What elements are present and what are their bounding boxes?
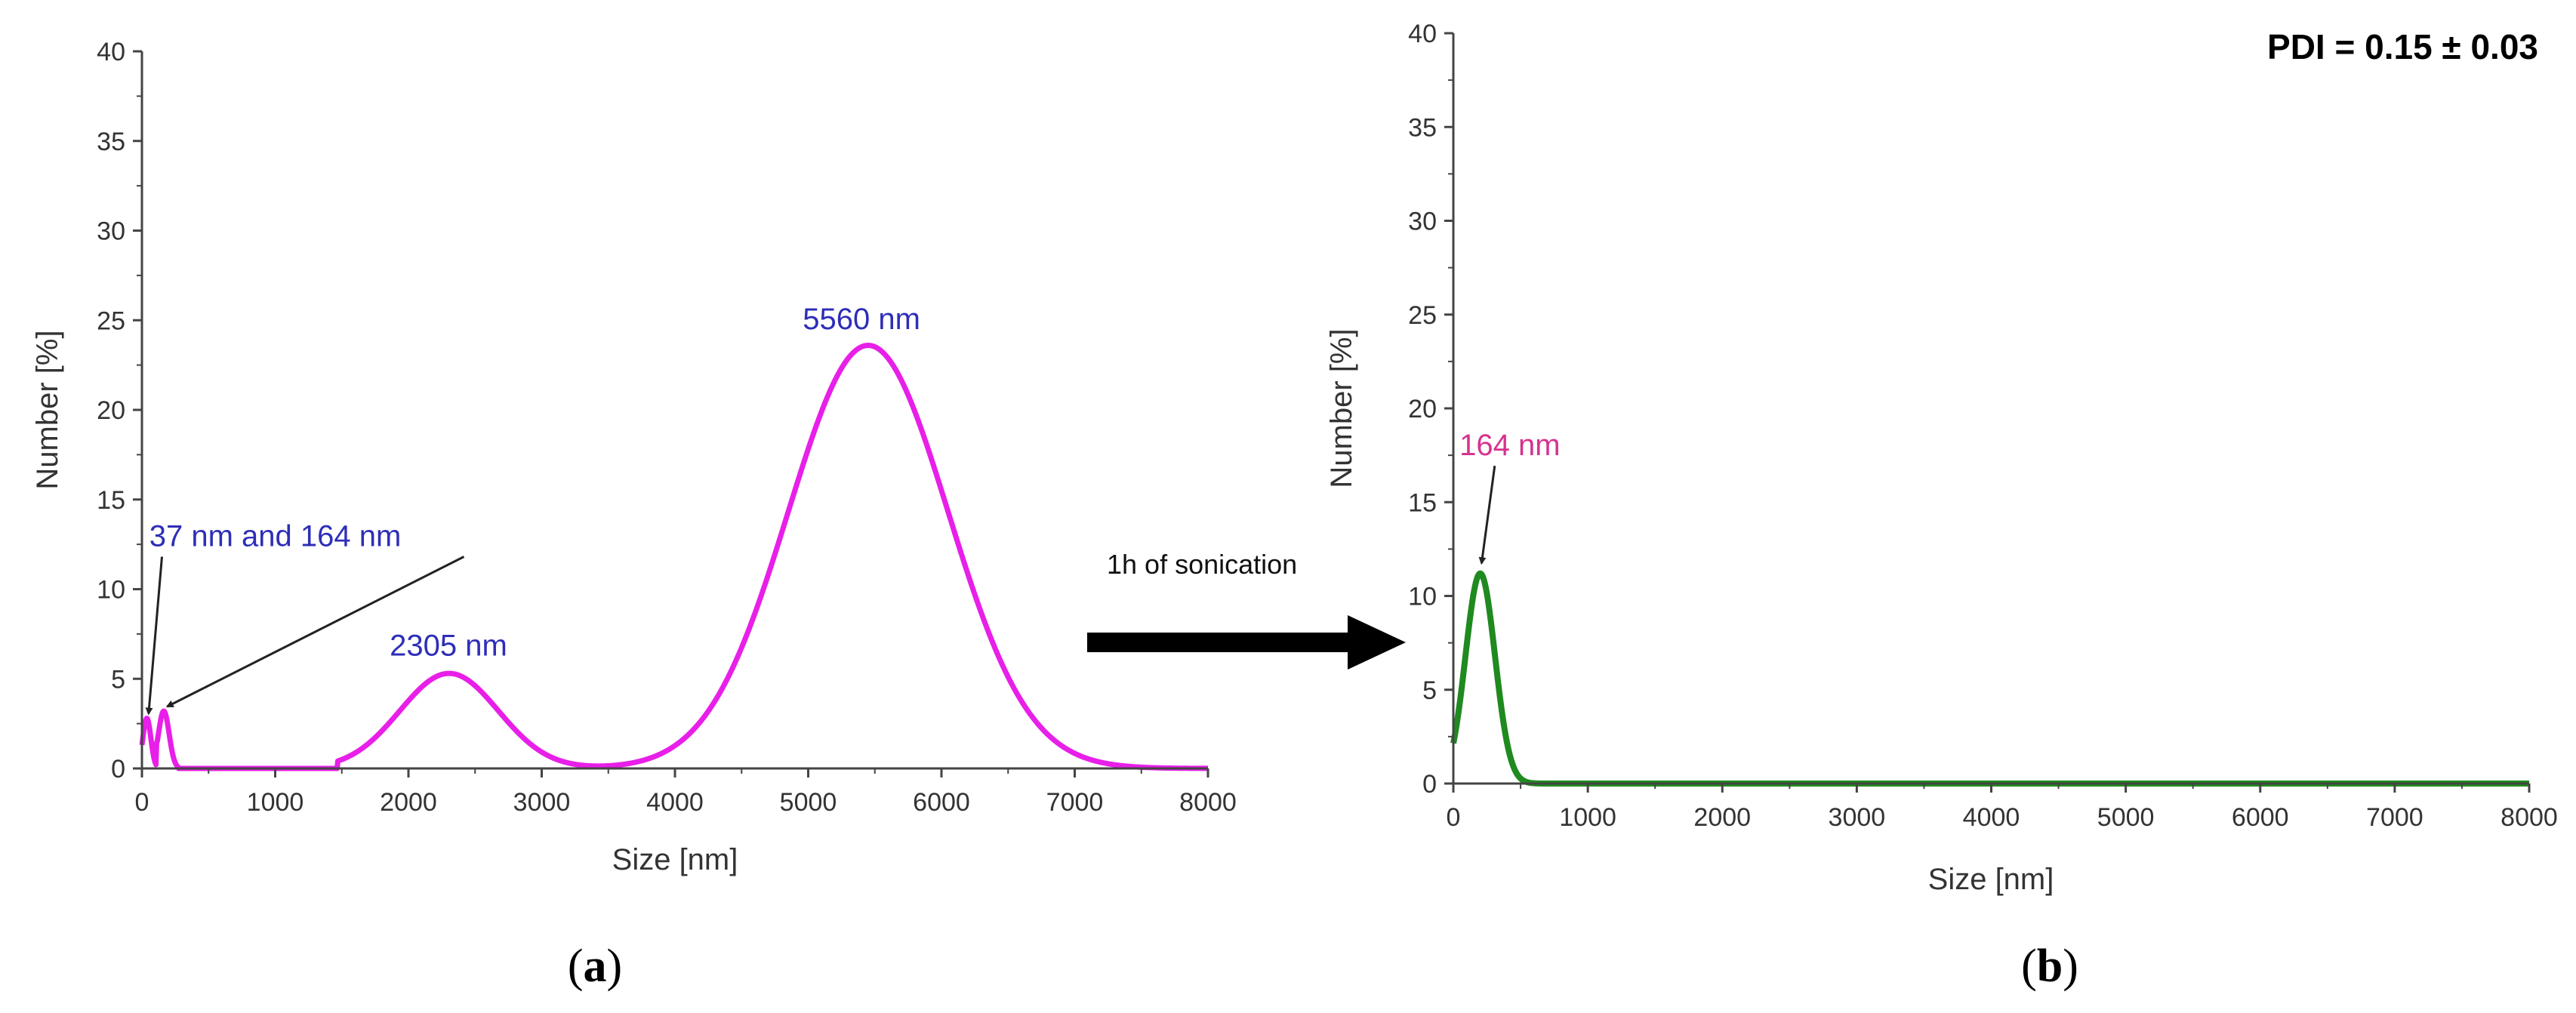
panel-b-xtick-label: 3000 bbox=[1829, 803, 1886, 832]
panel-a-distribution-line bbox=[139, 343, 1210, 771]
panel-a-xtick-label: 8000 bbox=[1179, 788, 1237, 817]
panel-b-xtick-label: 1000 bbox=[1559, 803, 1616, 832]
pdi-label: PDI = 0.15 ± 0.03 bbox=[2267, 27, 2538, 66]
panel-a-arrow-37 bbox=[145, 556, 163, 716]
panel-b-ytick-label: 10 bbox=[1408, 583, 1437, 611]
panel-a-ytick-label: 35 bbox=[97, 128, 125, 156]
panel-b-ytick-label: 20 bbox=[1408, 395, 1437, 423]
panel-b-xtick-label: 8000 bbox=[2501, 803, 2558, 832]
panel-a: 0 1000 2000 3000 4000 5000 6000 7000 8000 0 5 10 15 2… bbox=[31, 38, 1237, 992]
panel-b-xtick-label: 4000 bbox=[1963, 803, 2020, 832]
panel-a-xtick-label: 6000 bbox=[913, 788, 970, 817]
panel-a-ytick-label: 40 bbox=[97, 38, 125, 66]
panel-a-xtick-label: 2000 bbox=[380, 788, 437, 817]
panel-a-ytick-label: 15 bbox=[97, 486, 125, 515]
panel-b-xtick-label: 5000 bbox=[2097, 803, 2155, 832]
panel-a-annotation-2305: 2305 nm bbox=[390, 629, 507, 662]
panel-a-caption: (a) bbox=[568, 941, 622, 992]
panel-a-xlabel: Size [nm] bbox=[612, 843, 738, 876]
panel-a-annotation-5560: 5560 nm bbox=[803, 303, 920, 336]
panel-b-arrow-164 bbox=[1478, 465, 1496, 565]
panel-b-annotation-164: 164 nm bbox=[1459, 429, 1560, 462]
panel-a-xtick-label: 5000 bbox=[780, 788, 837, 817]
panel-b-ytick-label: 5 bbox=[1422, 676, 1437, 705]
panel-a-ytick-label: 5 bbox=[111, 665, 125, 694]
panel-a-ytick-label: 20 bbox=[97, 396, 125, 425]
panel-a-xtick-label: 4000 bbox=[646, 788, 704, 817]
panel-b-ytick-label: 30 bbox=[1408, 208, 1437, 236]
panel-b-xtick-label: 0 bbox=[1447, 803, 1461, 832]
transition-label: 1h of sonication bbox=[1107, 549, 1297, 580]
panel-a-ytick-label: 10 bbox=[97, 576, 125, 605]
panel-a-xtick-label: 3000 bbox=[513, 788, 571, 817]
panel-b-xtick-label: 2000 bbox=[1693, 803, 1751, 832]
panel-b-ytick-label: 40 bbox=[1408, 20, 1437, 48]
panel-b-xtick-label: 7000 bbox=[2366, 803, 2423, 832]
panel-b-ylabel: Number [%] bbox=[1325, 328, 1358, 488]
sonication-transition: 1h of sonication bbox=[1087, 549, 1406, 670]
panel-b-ytick-label: 25 bbox=[1408, 301, 1437, 330]
transition-arrowhead bbox=[1348, 615, 1406, 670]
panel-b-distribution-line bbox=[1450, 570, 2532, 787]
panel-b: 0 1000 2000 3000 4000 5000 6000 7000 8000 0 5 10 15 2… bbox=[1325, 20, 2558, 992]
panel-b-caption: (b) bbox=[2021, 941, 2078, 992]
panel-a-ytick-label: 0 bbox=[111, 755, 125, 784]
panel-a-ylabel: Number [%] bbox=[31, 330, 64, 489]
panel-a-arrow-164 bbox=[165, 556, 465, 708]
panel-b-ytick-label: 0 bbox=[1422, 770, 1437, 799]
panel-a-ytick-label: 30 bbox=[97, 217, 125, 246]
panel-b-xlabel: Size [nm] bbox=[1928, 863, 2054, 896]
panel-a-xtick-label: 7000 bbox=[1046, 788, 1104, 817]
panel-a-xtick-label: 0 bbox=[135, 788, 149, 817]
panel-b-ytick-label: 35 bbox=[1408, 113, 1437, 142]
panel-b-xtick-label: 6000 bbox=[2232, 803, 2289, 832]
panel-a-annotation-37-164: 37 nm and 164 nm bbox=[149, 520, 402, 553]
panel-b-ytick-label: 15 bbox=[1408, 488, 1437, 517]
panel-a-xtick-label: 1000 bbox=[247, 788, 304, 817]
panel-a-ytick-label: 25 bbox=[97, 306, 125, 335]
